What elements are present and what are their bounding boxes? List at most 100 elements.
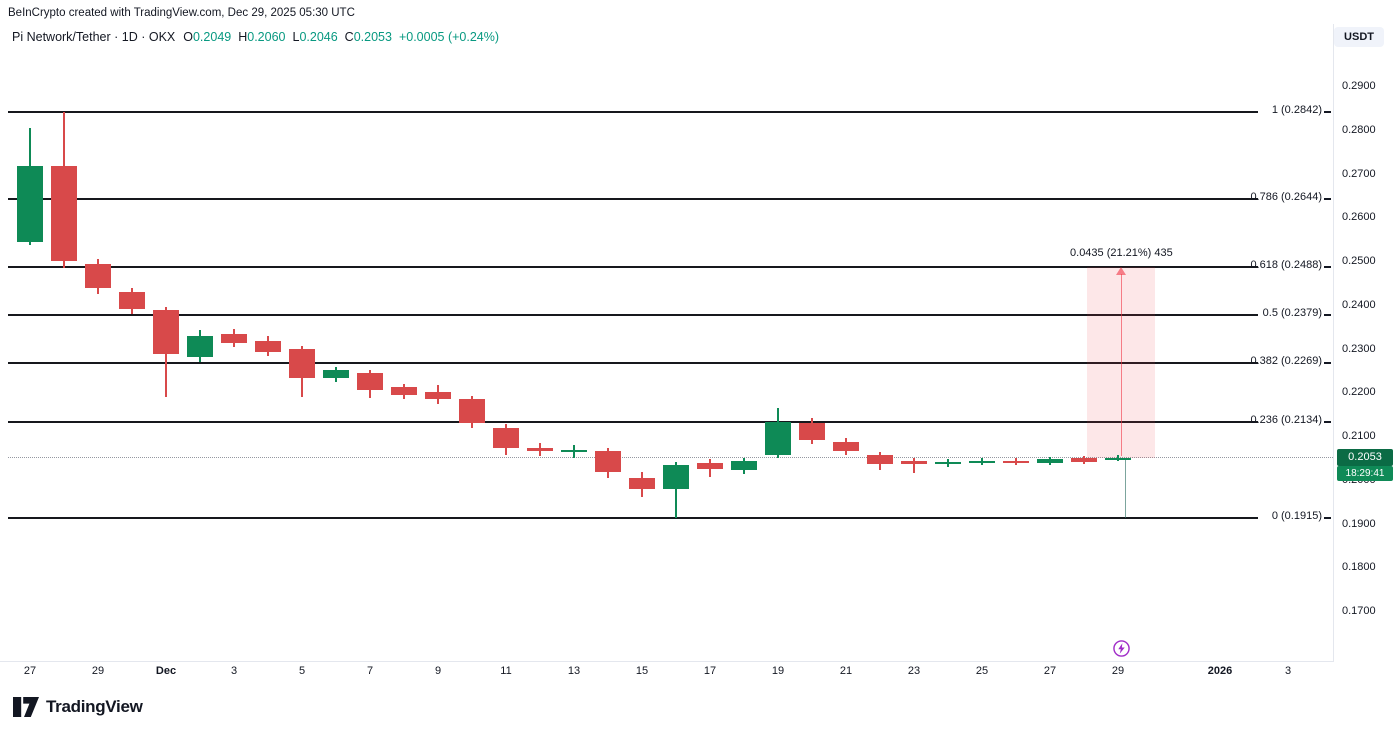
candle-wick [573,445,575,459]
fib-level-line[interactable] [8,313,1258,316]
fib-level-line[interactable] [8,421,1258,423]
candle-body [595,450,621,472]
time-axis-label: 7 [366,665,374,677]
candle-body [833,441,859,452]
ohlc-low-key: L [292,30,300,44]
price-tick-label: 0.2900 [1342,80,1376,92]
fib-level-line[interactable] [8,198,1258,200]
time-axis-label: 13 [567,665,581,677]
footer-branding[interactable]: TradingView [13,697,143,717]
candle-body [799,423,825,440]
ohlc-close-key: C [344,30,354,44]
time-axis-label: 19 [771,665,785,677]
lightning-icon [1113,640,1130,657]
ohlc-high: H0.2060 [238,30,285,44]
ohlc-close: C0.2053 [345,30,392,44]
fib-level-label: 0.5 (0.2379) [1262,306,1322,319]
fib-level-label: 0 (0.1915) [1271,509,1322,522]
candle-body [289,349,315,379]
candle-body [459,399,485,423]
candle-body [1105,457,1131,460]
candle-body [357,372,383,390]
candle-body [765,422,791,455]
time-axis-label: Dec [155,665,177,677]
change-value: +0.0005 (+0.24%) [398,30,500,44]
time-axis-label: 9 [434,665,442,677]
time-axis-label: 23 [907,665,921,677]
candle-body [663,464,689,489]
candle-body [425,391,451,400]
candle-body [1003,460,1029,463]
candle-body [935,461,961,465]
fib-level-line[interactable] [8,362,1258,364]
current-price-line [8,456,1333,458]
price-tick-label: 0.2800 [1342,123,1376,136]
time-axis-label: 3 [230,665,238,677]
time-axis-label: 27 [1043,665,1057,677]
fib-level-label: 1 (0.2842) [1271,104,1322,117]
projection-arrow-line [1120,274,1123,456]
time-axis[interactable]: 27 29 Dec 3 5 7 9 11 13 15 17 19 21 23 25 27 29 2026 3 [0,663,1400,685]
fib-level-line[interactable] [8,516,1258,519]
price-axis[interactable]: 0.2900 0.2800 0.2700 0.2600 0.2500 0.2400 0.23… [1333,0,1400,736]
price-tick-label: 0.2100 [1342,430,1376,442]
fib-level-tick [1324,111,1331,114]
price-tick-label: 0.2200 [1342,386,1376,399]
countdown-tag: 18:29:41 [1337,466,1393,482]
candle-body [493,427,519,448]
candle-body [51,166,77,262]
time-axis-border [0,661,1334,662]
projection-label: 0.0435 (21.21%) 435 [1070,247,1173,260]
candle-body [697,462,723,470]
price-tick-label: 0.1700 [1342,605,1376,617]
candle-body [561,449,587,452]
candle-body [85,263,111,289]
candle-body [629,478,655,489]
candle-wick [913,458,915,474]
time-axis-label: 29 [91,665,105,677]
candle-body [527,447,553,452]
fib-level-label: 0.236 (0.2134) [1250,414,1322,427]
time-axis-label: 3 [1284,665,1292,677]
price-tick-label: 0.2400 [1342,298,1376,311]
time-axis-label: 15 [635,665,649,677]
time-axis-label: 5 [298,665,306,677]
candle-body [17,166,43,242]
ohlc-close-value: 0.2053 [353,30,392,44]
candle-body [221,333,247,343]
time-axis-label: 21 [839,665,853,677]
symbol-title[interactable]: Pi Network/Tether · 1D · OKX [12,30,176,44]
fib-level-label: 0.786 (0.2644) [1250,191,1322,203]
candle-body [901,461,927,465]
time-axis-label: 17 [703,665,717,677]
time-axis-label: 29 [1111,665,1125,677]
candle-body [119,291,145,309]
symbol-legend: Pi Network/Tether · 1D · OKX O0.2049 H0.20… [12,30,499,44]
ohlc-low: L0.2046 [292,30,337,44]
tradingview-logo-icon[interactable] [13,697,39,717]
candle-body [153,309,179,354]
candle-body [187,335,213,358]
ohlc-low-value: 0.2046 [299,30,338,44]
price-tick-label: 0.2600 [1342,211,1376,224]
fib-level-label: 0.382 (0.2269) [1250,355,1322,368]
fib-level-line[interactable] [8,266,1258,268]
fib-level-line[interactable] [8,111,1258,113]
time-axis-label: 27 [23,665,37,677]
candle-body [1071,458,1097,462]
fib-level-tick [1324,266,1331,269]
event-marker[interactable] [1113,640,1130,657]
price-tick-label: 0.2500 [1342,255,1376,267]
tradingview-wordmark[interactable]: TradingView [46,697,143,716]
ohlc-high-key: H [238,30,248,44]
ohlc-open: O0.2049 [183,30,231,44]
fib-level-tick [1324,313,1331,316]
fib-level-tick [1324,362,1331,365]
price-axis-border [1333,24,1334,661]
current-price-tag: 0.2053 [1337,448,1393,466]
attribution-bar: BeInCrypto created with TradingView.com,… [8,7,355,19]
currency-button[interactable]: USDT [1334,27,1384,47]
projection-arrowhead-icon [1116,267,1127,276]
candle-body [867,454,893,464]
